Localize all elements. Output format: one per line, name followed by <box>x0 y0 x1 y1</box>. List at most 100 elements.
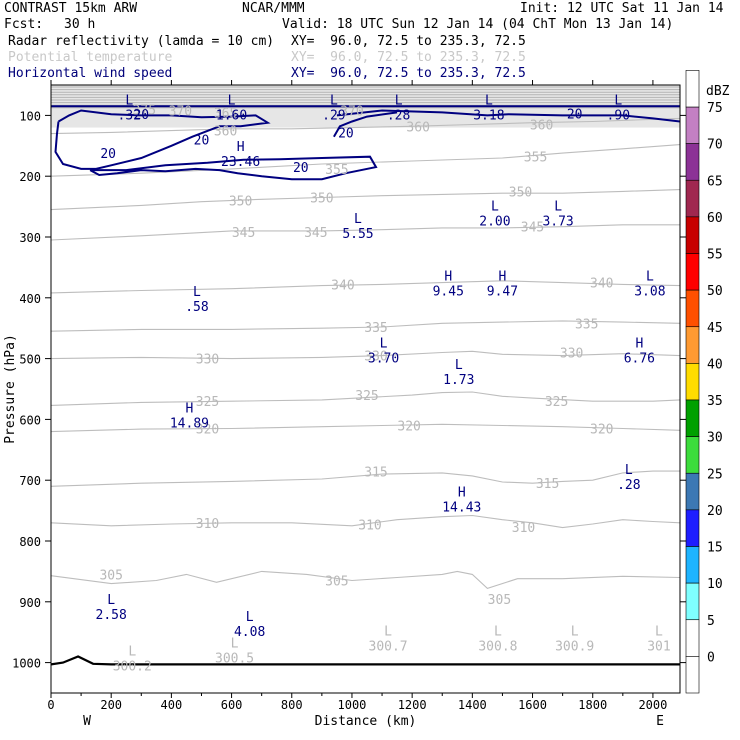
extremum-marker: L <box>395 93 403 108</box>
extremum-value: 6.76 <box>624 351 655 366</box>
extremum-marker: L <box>330 93 338 108</box>
x-tick-label: 1400 <box>458 698 487 712</box>
extremum-marker: H <box>186 402 194 417</box>
theta-contour-line <box>51 423 680 433</box>
theta-contour-label: 370 <box>340 105 363 120</box>
surface-theta-marker: L <box>655 624 663 639</box>
extremum-value: 3.70 <box>368 351 399 366</box>
theta-contour-label: 305 <box>325 575 348 590</box>
colorbar-label: 30 <box>707 431 723 446</box>
y-tick-label: 700 <box>19 474 41 488</box>
wind-contour-line <box>54 109 271 170</box>
theta-contour-label: 350 <box>509 185 532 200</box>
extremum-marker: L <box>246 610 254 625</box>
extremum-marker: L <box>485 93 493 108</box>
extremum-marker: H <box>237 140 245 155</box>
theta-contour-label: 315 <box>364 466 387 481</box>
theta-contour-label: 365 <box>214 106 237 121</box>
plot-frame <box>50 84 681 694</box>
fcst-value: 30 h <box>64 17 96 32</box>
theta-contour-line <box>51 189 680 211</box>
colorbar-label: 65 <box>707 174 723 189</box>
terrain-line <box>51 655 680 666</box>
field-wind-xy: XY= 96.0, 72.5 to 235.3, 72.5 <box>291 66 526 81</box>
extremum-value: .58 <box>185 300 208 315</box>
init-time: Init: 12 UTC Sat 11 Jan 14 <box>520 1 724 16</box>
surface-theta-marker: L <box>494 624 502 639</box>
colorbar-label: 20 <box>707 504 723 519</box>
colorbar-swatch <box>685 179 700 218</box>
theta-contour-label: 310 <box>512 521 535 536</box>
surface-theta-value: 300.2 <box>113 659 152 674</box>
theta-contour-label: 360 <box>406 120 429 135</box>
wind-contour-line <box>336 109 680 123</box>
x-tick-label: 400 <box>161 698 183 712</box>
extremum-value: 1.73 <box>443 373 474 388</box>
extremum-marker: L <box>554 200 562 215</box>
theta-contour-line <box>51 224 680 241</box>
theta-contour-label: 320 <box>196 423 219 438</box>
theta-contour-line <box>51 391 680 406</box>
x-tick-label: 2000 <box>638 698 667 712</box>
fcst-label: Fcst: <box>4 17 44 32</box>
x-tick-label: 200 <box>100 698 122 712</box>
colorbar-label: 10 <box>707 577 723 592</box>
y-tick-label: 600 <box>19 413 41 427</box>
theta-contour-label: 355 <box>524 151 547 166</box>
extremum-marker: L <box>614 93 622 108</box>
extremum-marker: L <box>380 336 388 351</box>
theta-contour-label: 360 <box>214 125 237 140</box>
extremum-value: 3.18 <box>473 108 504 123</box>
theta-contour-label: 345 <box>521 221 544 236</box>
theta-contour-label: 375 <box>133 103 156 118</box>
theta-contour-line <box>51 350 680 360</box>
theta-contour-label: 350 <box>310 191 333 206</box>
y-tick-label: 500 <box>19 353 41 367</box>
extremum-value: 14.43 <box>442 500 481 515</box>
wind-contour-label: 20 <box>567 108 583 123</box>
field-theta-xy: XY= 96.0, 72.5 to 235.3, 72.5 <box>291 50 526 65</box>
colorbar-label: 25 <box>707 467 723 482</box>
colorbar-swatch <box>685 399 700 437</box>
theta-contour-label: 305 <box>488 593 511 608</box>
extremum-value: 3.08 <box>634 285 665 300</box>
extremum-marker: L <box>491 200 499 215</box>
x-tick-label: 1200 <box>398 698 427 712</box>
theta-contour-label: 370 <box>169 105 192 120</box>
surface-theta-value: 300.8 <box>478 639 517 654</box>
colorbar-swatch <box>685 436 700 474</box>
extremum-value: 4.08 <box>234 625 265 640</box>
colorbar-label: 75 <box>707 101 723 116</box>
extremum-marker: L <box>625 463 633 478</box>
extremum-value: 5.55 <box>342 227 373 242</box>
surface-theta-marker: L <box>231 636 239 651</box>
theta-contour-label: 335 <box>364 321 387 336</box>
x-end-west: W <box>83 714 91 729</box>
extremum-marker: H <box>635 336 643 351</box>
extremum-value: 9.47 <box>487 285 518 300</box>
extremum-value: 9.45 <box>433 285 464 300</box>
colorbar-swatch <box>685 472 700 511</box>
org-label: NCAR/MMM <box>242 1 305 16</box>
surface-theta-value: 300.7 <box>369 639 408 654</box>
wind-contour-line <box>89 155 378 181</box>
theta-contour-label: 340 <box>331 278 354 293</box>
theta-contour-label: 330 <box>560 347 583 362</box>
theta-contour-label: 360 <box>530 119 553 134</box>
extremum-marker: H <box>499 270 507 285</box>
colorbar-swatch <box>685 289 700 328</box>
extremum-marker: L <box>646 270 654 285</box>
colorbar-swatch <box>685 253 700 291</box>
field-radar-xy: XY= 96.0, 72.5 to 235.3, 72.5 <box>291 34 526 49</box>
colorbar-swatch <box>685 509 700 547</box>
plot-layers <box>51 85 680 666</box>
field-radar-name: Radar reflectivity (lamda = 10 cm) <box>8 34 275 49</box>
extremum-value: .32 <box>118 108 141 123</box>
y-tick-label: 900 <box>19 596 41 610</box>
colorbar-swatch <box>685 582 700 621</box>
extremum-value: .90 <box>607 108 630 123</box>
theta-contour-label: 330 <box>196 353 219 368</box>
x-tick-label: 800 <box>281 698 303 712</box>
theta-contour-label: 335 <box>575 317 598 332</box>
